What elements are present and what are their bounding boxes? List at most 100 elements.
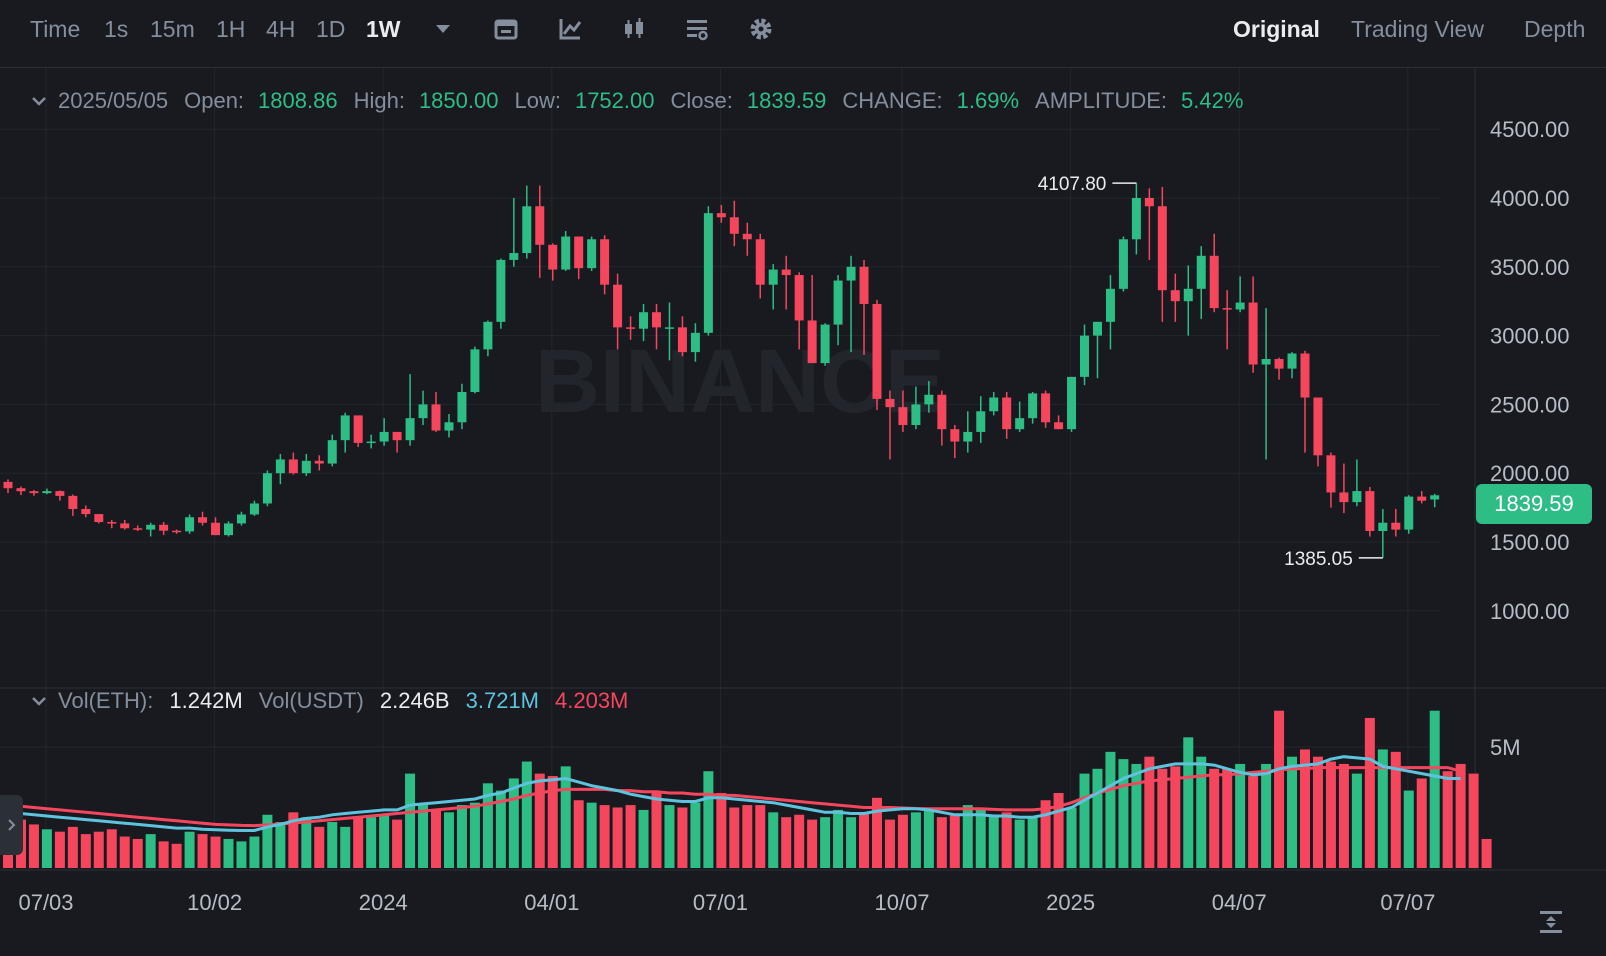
time-tick-label: 2024 (359, 890, 408, 915)
candle-body (1041, 393, 1051, 423)
change-label: CHANGE: (842, 88, 943, 113)
timeframe-1h[interactable]: 1H (216, 16, 246, 42)
candle-body (1417, 496, 1427, 501)
candle-body (885, 398, 895, 408)
volume-bar (145, 834, 156, 868)
time-tick-label: 2025 (1046, 890, 1095, 915)
candle-body (288, 459, 298, 474)
volume-bar (651, 792, 662, 868)
indicator-icon[interactable] (555, 14, 585, 44)
view-depth-tab[interactable]: Depth (1524, 16, 1586, 42)
low-label: Low: (514, 88, 561, 113)
chevron-right-icon (8, 819, 16, 831)
volume-bar (132, 838, 143, 868)
volume-bar (353, 817, 364, 868)
candle-body (587, 239, 597, 269)
timeframe-time[interactable]: Time (30, 16, 81, 42)
volume-bar (1053, 792, 1064, 868)
candle-body (262, 473, 272, 504)
volume-bar (1157, 768, 1168, 868)
timeframe-15m[interactable]: 15m (150, 16, 195, 42)
volume-bar (301, 817, 312, 868)
vol-eth-value: 1.242M (169, 688, 243, 713)
candle-body (366, 441, 376, 444)
candle-body (509, 253, 519, 260)
low-value: 1752.00 (574, 88, 655, 113)
volume-bar (1027, 817, 1038, 868)
max-price-label: 4107.80 (1038, 174, 1107, 195)
volume-bar (275, 822, 286, 868)
candle-body (755, 239, 765, 285)
timeframe-1d[interactable]: 1D (316, 16, 346, 42)
candle-body (55, 491, 65, 496)
candle-body (327, 440, 337, 464)
gear-icon[interactable] (746, 14, 776, 44)
candle-body (418, 404, 428, 419)
candle-body (198, 517, 208, 523)
fit-height-icon[interactable] (1536, 907, 1566, 937)
side-panel-handle[interactable] (0, 795, 23, 855)
volume-bar (327, 822, 338, 868)
chart-toolbar: Time 1s 15m 1H 4H 1D 1W Original Trading… (0, 0, 1606, 68)
time-tick-label: 04/07 (1212, 890, 1267, 915)
candle-body (405, 418, 415, 441)
candle-body (3, 481, 13, 489)
candle-body (1170, 290, 1180, 302)
volume-bar (1416, 778, 1427, 868)
view-tradingview-tab[interactable]: Trading View (1351, 16, 1484, 42)
open-value: 1808.86 (258, 88, 338, 113)
volume-bar (158, 841, 169, 868)
volume-bar (1351, 773, 1362, 868)
candle-body (846, 266, 856, 281)
candle-body (444, 422, 454, 431)
timeframe-4h[interactable]: 4H (266, 16, 296, 42)
price-tick-label: 4000.00 (1490, 186, 1570, 211)
volume-bar (1429, 710, 1440, 868)
volume-bar (1481, 838, 1492, 868)
volume-bar (1183, 737, 1194, 868)
volume-bar (469, 802, 480, 868)
candle-body (535, 206, 545, 245)
volume-collapse-chevron-icon[interactable] (28, 690, 50, 712)
calendar-icon[interactable] (491, 14, 521, 44)
volume-bar (405, 773, 416, 868)
volume-bar (67, 826, 78, 868)
volume-bar (729, 807, 740, 868)
timeframe-1w[interactable]: 1W (366, 16, 401, 42)
volume-bar (1092, 768, 1103, 868)
candle-body (1015, 418, 1025, 430)
candle-body (301, 460, 311, 474)
timeframe-1s[interactable]: 1s (104, 16, 129, 42)
price-tick-label: 1500.00 (1490, 530, 1570, 555)
view-original-tab[interactable]: Original (1233, 16, 1320, 42)
amplitude-value: 5.42% (1181, 88, 1244, 113)
volume-bar (443, 812, 454, 868)
volume-bar (897, 814, 908, 868)
candle-body (1287, 353, 1297, 369)
vol-ma-short-value: 3.721M (465, 688, 539, 713)
volume-bar (988, 814, 999, 868)
collapse-chevron-icon[interactable] (28, 90, 50, 112)
volume-bar (197, 834, 208, 868)
candle-body (703, 213, 713, 333)
candle-body (781, 269, 791, 276)
candle-body (81, 508, 91, 515)
price-tick-label: 2500.00 (1490, 392, 1570, 417)
volume-bar (1001, 812, 1012, 868)
candle-body (1222, 308, 1232, 310)
candlestick-icon[interactable] (619, 14, 649, 44)
high-label: High: (353, 88, 405, 113)
layout-icon[interactable] (682, 14, 712, 44)
caret-down-icon[interactable] (428, 14, 458, 44)
min-price-label: 1385.05 (1284, 549, 1353, 570)
volume-bar (1144, 756, 1155, 868)
change-value: 1.69% (956, 88, 1020, 113)
candle-body (976, 411, 986, 432)
candle-body (353, 415, 363, 443)
volume-bar (508, 778, 519, 868)
candle-body (1002, 397, 1012, 430)
candle-body (613, 284, 623, 328)
volume-bar (1390, 751, 1401, 868)
volume-bar (638, 809, 649, 868)
